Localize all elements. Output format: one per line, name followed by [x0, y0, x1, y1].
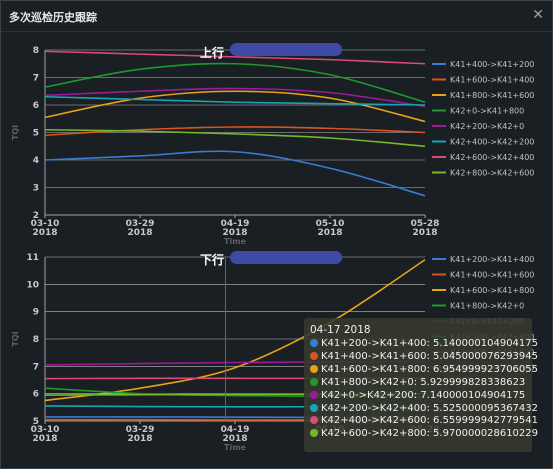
y-tick-label: 5	[33, 417, 39, 427]
tooltip-row: K41+200->K41+400: 5.140000104904175	[310, 338, 538, 351]
y-tick-label: 11	[26, 253, 39, 263]
chart-title: 下行	[200, 252, 224, 267]
series-dot-icon	[310, 416, 318, 425]
legend-entry: K41+800->K41+600	[450, 91, 534, 100]
x-tick-label: 04-19	[221, 425, 250, 435]
tooltip-value: 5.045000076293945	[433, 350, 539, 362]
series-dot-icon	[310, 377, 318, 386]
y-tick-label: 10	[26, 280, 39, 290]
legend-entry: K42+200->K42+0	[450, 122, 524, 131]
y-tick-label: 3	[33, 184, 39, 194]
x-tick-label: 03-10	[31, 219, 60, 229]
tooltip-value: 5.525000095367432	[433, 402, 539, 414]
series-line-1	[44, 150, 426, 197]
tooltip-value: 5.929999828338623	[420, 376, 526, 388]
x-tick-label: 03-29	[126, 425, 155, 435]
tooltip-row: K41+800->K42+0: 5.929999828338623	[310, 377, 526, 390]
tooltip-label: K41+200->K41+400:	[321, 338, 434, 349]
y-tick-label: 4	[33, 156, 39, 166]
tooltip-label: K42+200->K42+400:	[321, 402, 434, 414]
legend-entry: K41+400->K41+200	[450, 60, 534, 69]
y-tick-label: 8	[33, 335, 39, 345]
tooltip-label: K41+800->K42+0:	[321, 376, 421, 388]
y-axis-title: TQI	[11, 331, 20, 346]
series-line-7	[44, 50, 426, 65]
y-tick-label: 6	[33, 390, 39, 400]
x-tick-year: 2018	[222, 434, 247, 444]
x-tick-year: 2018	[32, 228, 57, 238]
series-dot-icon	[310, 403, 318, 412]
y-tick-label: 7	[33, 74, 39, 84]
x-axis-title: Time	[224, 237, 247, 246]
legend-entry: K41+200->K41+400	[450, 255, 534, 264]
range-slider-pill	[230, 43, 342, 56]
series-dot-icon	[310, 429, 318, 438]
tooltip-value: 6.559999942779541	[433, 415, 539, 427]
y-tick-label: 8	[33, 46, 39, 56]
series-dot-icon	[310, 390, 318, 399]
chart-1: 234567803-10201803-29201804-19201805-102…	[11, 43, 534, 246]
legend-entry: K42+600->K42+400	[450, 153, 534, 162]
series-dot-icon	[310, 339, 318, 347]
y-tick-label: 6	[33, 101, 39, 111]
series-line-3	[44, 90, 426, 123]
legend-entry: K41+600->K41+400	[450, 76, 534, 85]
legend-entry: K42+400->K42+200	[450, 138, 534, 147]
y-tick-label: 5	[33, 129, 39, 139]
tooltip-label: K42+600->K42+800:	[321, 428, 434, 440]
y-axis-title: TQI	[11, 125, 20, 140]
x-tick-year: 2018	[32, 434, 57, 444]
range-slider-pill	[230, 251, 342, 264]
window-header: 多次巡检历史跟踪 ✕	[1, 1, 552, 32]
tooltip-label: K41+400->K41+600:	[321, 350, 434, 362]
y-tick-label: 9	[33, 308, 39, 318]
series-line-6	[44, 95, 426, 106]
tooltip-row: K41+600->K41+800: 6.954999923706055	[310, 363, 538, 377]
x-tick-year: 2018	[222, 228, 247, 238]
legend-entry: K41+800->K42+0	[450, 302, 524, 311]
series-line-4	[44, 62, 426, 104]
legend-entry: K41+400->K41+600	[450, 271, 534, 280]
tooltip-row: K42+0->K42+200: 7.140000104904175	[310, 390, 526, 403]
series-dot-icon	[310, 364, 318, 373]
x-tick-year: 2018	[317, 228, 342, 238]
x-tick-label: 03-29	[126, 219, 155, 229]
legend-entry: K42+800->K42+600	[450, 169, 534, 178]
legend-entry: K41+600->K41+800	[450, 286, 534, 295]
series-line-5	[44, 87, 426, 108]
chart-title: 上行	[200, 45, 224, 60]
tooltip-label: K41+600->K41+800:	[321, 363, 434, 375]
window-title: 多次巡检历史跟踪	[9, 11, 97, 24]
y-tick-label: 7	[33, 362, 39, 372]
chart-tooltip: 04-17 2018 K41+200->K41+400: 5.140000104…	[304, 318, 538, 452]
close-icon[interactable]: ✕	[532, 7, 544, 23]
tooltip-value: 5.140000104904175	[433, 338, 539, 349]
series-line-8	[44, 128, 426, 148]
tooltip-row: K42+600->K42+800: 5.970000028610229	[310, 428, 538, 441]
tooltip-date: 04-17 2018	[310, 324, 371, 336]
series-dot-icon	[310, 351, 318, 360]
tooltip-row: K42+200->K42+400: 5.525000095367432	[310, 402, 538, 416]
legend-entry: K42+0->K41+800	[450, 107, 524, 116]
tooltip-value: 6.954999923706055	[433, 363, 539, 375]
tooltip-row: K42+400->K42+600: 6.559999942779541	[310, 415, 538, 428]
x-tick-year: 2018	[412, 228, 437, 238]
x-tick-year: 2018	[127, 434, 152, 444]
x-tick-year: 2018	[127, 228, 152, 238]
x-tick-label: 05-28	[411, 219, 440, 229]
tooltip-label: K42+0->K42+200:	[321, 389, 421, 401]
x-axis-title: Time	[224, 443, 247, 452]
tooltip-value: 7.140000104904175	[420, 389, 526, 401]
tooltip-label: K42+400->K42+600:	[321, 415, 434, 427]
x-tick-label: 03-10	[31, 425, 60, 435]
tooltip-value: 5.970000028610229	[433, 428, 539, 440]
y-tick-label: 2	[33, 211, 39, 221]
x-tick-label: 04-19	[221, 219, 250, 229]
tooltip-row: K41+400->K41+600: 5.045000076293945	[310, 350, 538, 364]
x-tick-label: 05-10	[316, 219, 345, 229]
